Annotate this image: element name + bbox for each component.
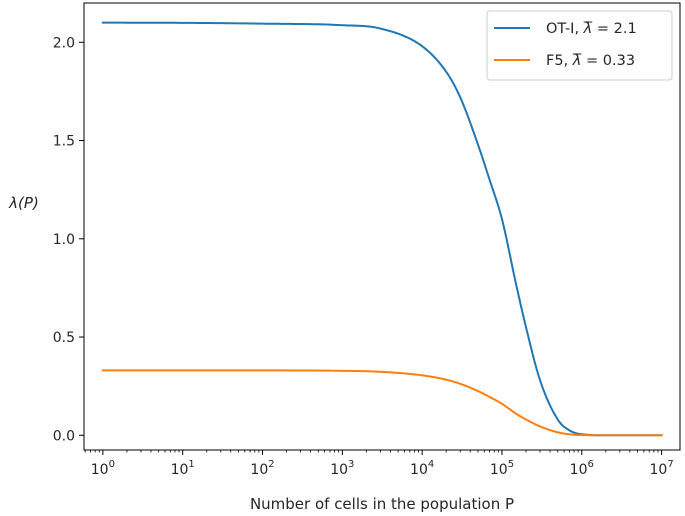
y-tick-label: 0.0 <box>53 428 75 444</box>
x-tick-label: 104 <box>410 459 434 478</box>
series-line-1 <box>101 21 663 437</box>
x-tick-label: 103 <box>330 459 354 478</box>
legend: OT-I, λ = 2.1 F5, λ = 0.33 <box>486 10 673 81</box>
y-axis: 0.0 0.5 1.0 1.5 2.0 <box>53 35 84 444</box>
legend-box <box>486 10 673 81</box>
y-tick-label: 0.5 <box>53 330 75 346</box>
x-axis-label: Number of cells in the population P <box>250 495 514 513</box>
x-tick-label: 105 <box>490 459 514 478</box>
legend-label-2: F5, λ = 0.33 <box>546 53 635 69</box>
x-axis: 100 101 102 103 104 105 106 107 <box>84 450 674 478</box>
lambda-bar-symbol: λ <box>572 53 582 69</box>
plot-frame <box>83 2 681 451</box>
x-axis-label-text: Number of cells in the population P <box>250 495 514 513</box>
y-axis-label: λ(P) <box>8 194 39 212</box>
y-tick-label: 1.0 <box>53 232 75 248</box>
x-tick-label: 102 <box>250 459 274 478</box>
x-tick-label: 107 <box>650 459 674 478</box>
x-tick-label: 106 <box>570 459 594 478</box>
legend-label-1: OT-I, λ = 2.1 <box>546 21 637 37</box>
series-layer <box>101 21 663 437</box>
x-tick-label: 100 <box>91 459 115 478</box>
x-tick-label: 101 <box>171 459 195 478</box>
series-line-2 <box>101 369 663 437</box>
y-tick-label: 2.0 <box>53 35 75 51</box>
lambda-bar-symbol: λ <box>583 21 593 37</box>
y-tick-label: 1.5 <box>53 134 75 150</box>
